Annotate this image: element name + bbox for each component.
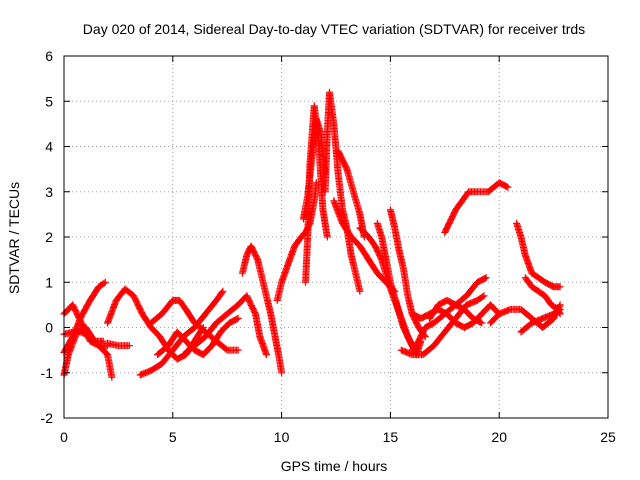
y-tick-label: 1 bbox=[45, 274, 53, 290]
data-point bbox=[481, 274, 489, 282]
data-point bbox=[479, 293, 487, 301]
data-point bbox=[219, 287, 227, 295]
data-point bbox=[100, 279, 108, 287]
y-tick-label: 6 bbox=[45, 48, 53, 64]
data-point bbox=[556, 305, 564, 313]
x-tick-label: 20 bbox=[491, 429, 507, 445]
x-tick-label: 25 bbox=[600, 429, 616, 445]
y-axis-label: SDTVAR / TECUs bbox=[6, 182, 22, 294]
x-tick-label: 15 bbox=[383, 429, 399, 445]
x-tick-label: 0 bbox=[60, 429, 68, 445]
data-point bbox=[101, 278, 109, 286]
series-arc-b bbox=[60, 278, 109, 356]
x-tick-label: 10 bbox=[274, 429, 290, 445]
data-point bbox=[356, 287, 364, 295]
data-point bbox=[278, 369, 286, 377]
data-point bbox=[323, 233, 331, 241]
series-arc-j bbox=[180, 292, 270, 359]
x-tick-label: 5 bbox=[169, 429, 177, 445]
data-point bbox=[262, 351, 270, 359]
y-tick-label: -1 bbox=[41, 365, 54, 381]
y-tick-label: -2 bbox=[41, 410, 54, 426]
series-arc-aa bbox=[513, 219, 564, 291]
x-axis-label: GPS time / hours bbox=[281, 458, 388, 474]
data-point bbox=[234, 346, 242, 354]
y-tick-label: 5 bbox=[45, 93, 53, 109]
y-tick-label: 3 bbox=[45, 184, 53, 200]
series-arc-ac bbox=[517, 305, 564, 336]
data-point bbox=[477, 318, 484, 326]
data-point bbox=[480, 292, 488, 300]
series-arc-k bbox=[238, 242, 286, 377]
data-point bbox=[233, 315, 241, 323]
data-point bbox=[478, 319, 486, 327]
y-tick-label: 2 bbox=[45, 229, 53, 245]
y-tick-label: 4 bbox=[45, 139, 53, 155]
series-arc-d bbox=[60, 328, 111, 350]
data-point bbox=[482, 274, 490, 282]
data-point bbox=[76, 317, 83, 325]
data-markers bbox=[60, 88, 564, 381]
y-tick-label: 0 bbox=[45, 320, 53, 336]
data-point bbox=[234, 314, 242, 322]
data-point bbox=[218, 289, 226, 297]
data-point bbox=[555, 306, 563, 314]
data-point bbox=[108, 373, 116, 381]
axes bbox=[63, 55, 609, 419]
series-arc-z bbox=[441, 179, 512, 236]
series-arc-x bbox=[426, 296, 486, 327]
series-arc-v bbox=[408, 274, 490, 354]
series-arc-g bbox=[136, 287, 227, 379]
data-point bbox=[125, 342, 133, 350]
series-arc-h bbox=[147, 296, 242, 354]
series-arc-i bbox=[154, 314, 242, 359]
tick-labels: 0 5 10 15 20 25 -2 -1 0 1 2 3 4 5 6 bbox=[41, 48, 616, 445]
data-point bbox=[556, 283, 564, 291]
series-arc-e bbox=[104, 339, 133, 350]
series-arc-t bbox=[386, 206, 429, 341]
chart-title: Day 020 of 2014, Sidereal Day-to-day VTE… bbox=[83, 21, 585, 37]
data-point bbox=[504, 183, 512, 191]
